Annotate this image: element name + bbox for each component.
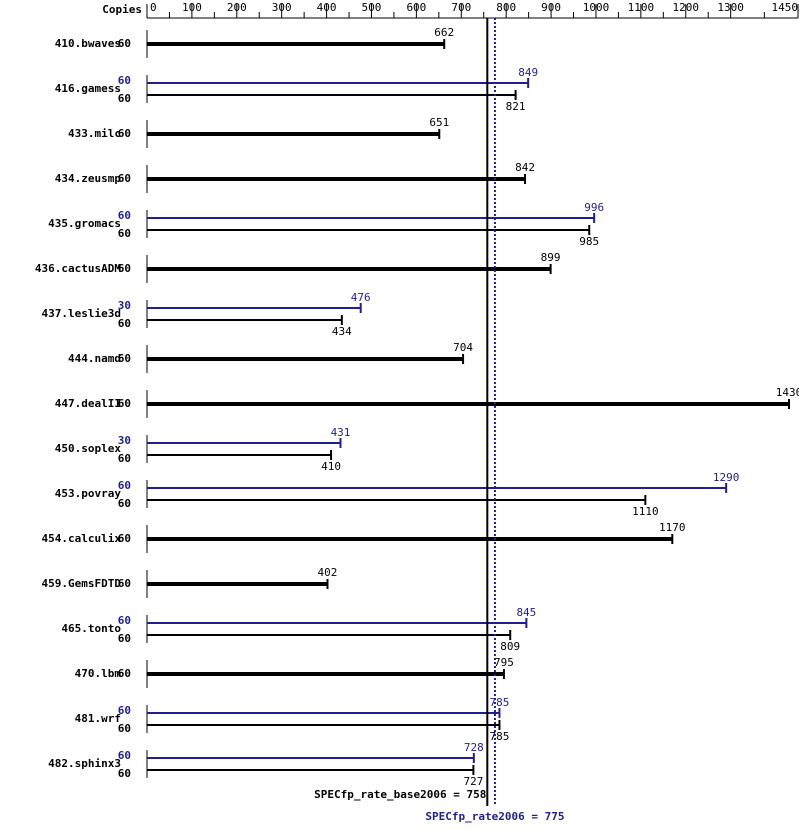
benchmark-name: 450.soplex [55,442,122,455]
benchmark-name: 470.lbm [75,667,122,680]
base-copies: 60 [118,37,131,50]
value-label: 651 [429,116,449,129]
value-label: 476 [351,291,371,304]
benchmark-name: 453.povray [55,487,122,500]
x-tick-label: 1450 [772,1,799,14]
peak-copies: 60 [118,614,131,627]
value-label: 728 [464,741,484,754]
reference-label: SPECfp_rate2006 = 775 [425,810,564,823]
benchmark-name: 410.bwaves [55,37,121,50]
value-label: 785 [490,696,510,709]
value-label: 1110 [632,505,659,518]
base-copies: 60 [118,452,131,465]
x-tick-label: 600 [406,1,426,14]
x-tick-label: 1300 [717,1,744,14]
base-copies: 60 [118,172,131,185]
benchmark-name: 434.zeusmp [55,172,122,185]
x-tick-label: 500 [362,1,382,14]
benchmark-name: 482.sphinx3 [48,757,121,770]
x-tick-label: 300 [272,1,292,14]
benchmark-name: 454.calculix [42,532,122,545]
value-label: 402 [318,566,338,579]
benchmark-name: 416.gamess [55,82,121,95]
base-copies: 60 [118,227,131,240]
value-label: 899 [541,251,561,264]
x-tick-label: 800 [496,1,516,14]
x-tick-label: 1100 [628,1,655,14]
x-tick-label: 1000 [583,1,610,14]
benchmark-name: 447.dealII [55,397,121,410]
base-copies: 60 [118,667,131,680]
value-label: 785 [490,730,510,743]
x-tick-label: 200 [227,1,247,14]
base-copies: 60 [118,352,131,365]
base-copies: 60 [118,632,131,645]
base-copies: 60 [118,262,131,275]
benchmark-name: 444.namd [68,352,121,365]
base-copies: 60 [118,127,131,140]
benchmark-name: 465.tonto [61,622,121,635]
copies-header: Copies [102,3,142,16]
benchmark-name: 437.leslie3d [42,307,121,320]
x-tick-label: 1200 [673,1,700,14]
peak-copies: 60 [118,704,131,717]
base-copies: 60 [118,397,131,410]
benchmark-name: 459.GemsFDTD [42,577,122,590]
value-label: 1290 [713,471,740,484]
reference-label: SPECfp_rate_base2006 = 758 [314,788,486,801]
peak-copies: 30 [118,434,131,447]
value-label: 849 [518,66,538,79]
benchmark-name: 435.gromacs [48,217,121,230]
value-label: 662 [434,26,454,39]
base-copies: 60 [118,497,131,510]
value-label: 727 [463,775,483,788]
peak-copies: 60 [118,749,131,762]
base-copies: 60 [118,577,131,590]
peak-copies: 60 [118,479,131,492]
base-copies: 60 [118,722,131,735]
peak-copies: 30 [118,299,131,312]
base-copies: 60 [118,317,131,330]
benchmark-name: 436.cactusADM [35,262,121,275]
value-label: 795 [494,656,514,669]
value-label: 1170 [659,521,686,534]
value-label: 842 [515,161,535,174]
value-label: 431 [331,426,351,439]
x-tick-label: 100 [182,1,202,14]
x-tick-label: 900 [541,1,561,14]
peak-copies: 60 [118,209,131,222]
base-copies: 60 [118,767,131,780]
peak-copies: 60 [118,74,131,87]
benchmark-name: 433.milc [68,127,121,140]
x-tick-label: 0 [150,1,157,14]
value-label: 996 [584,201,604,214]
value-label: 985 [579,235,599,248]
benchmark-name: 481.wrf [75,712,121,725]
value-label: 410 [321,460,341,473]
value-label: 434 [332,325,352,338]
value-label: 809 [500,640,520,653]
x-tick-label: 400 [317,1,337,14]
base-copies: 60 [118,532,131,545]
x-tick-label: 700 [451,1,471,14]
base-copies: 60 [118,92,131,105]
value-label: 845 [516,606,536,619]
value-label: 821 [506,100,526,113]
value-label: 704 [453,341,473,354]
value-label: 1430 [776,386,799,399]
